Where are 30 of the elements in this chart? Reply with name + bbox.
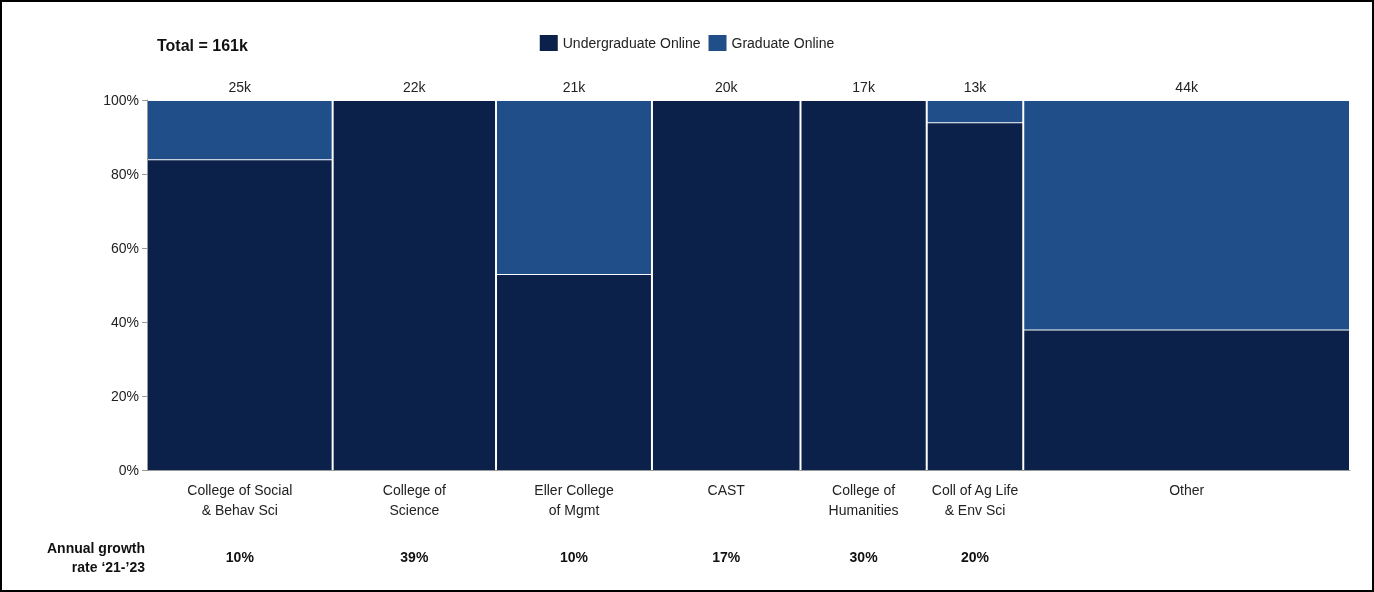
annotation: 17k [852, 79, 876, 95]
legend-label: Undergraduate Online [562, 35, 701, 51]
annotation: 44k [1175, 79, 1199, 95]
x-tick-label: Other [1169, 482, 1205, 498]
text: Annual growth rate ‘21-’23 [47, 539, 146, 575]
y-tick-label: 60% [110, 240, 139, 256]
text: 20% [960, 549, 990, 565]
y-tick-label: 0% [118, 462, 139, 478]
x-tick-label: Coll of Ag Life & Env Sci [931, 482, 1019, 518]
text: 10% [225, 549, 255, 565]
annotation: 25k [228, 79, 253, 95]
y-tick-label: 100% [103, 92, 139, 108]
text: 30% [849, 549, 879, 565]
x-tick-label: College of Social & Behav Sci [187, 482, 293, 518]
text: 17% [712, 549, 741, 565]
legend-label: Graduate Online [731, 35, 835, 51]
annotation: 13k [963, 79, 988, 95]
text: 10% [559, 549, 589, 565]
x-tick-label: College of Humanities [828, 482, 899, 518]
x-tick-label: Eller College of Mgmt [534, 482, 614, 518]
y-tick-label: 40% [110, 314, 139, 330]
text: 39% [400, 549, 429, 565]
annotation: 21k [562, 79, 587, 95]
y-tick-label: 20% [110, 388, 139, 404]
x-tick-label: CAST [707, 482, 746, 498]
annotation: 22k [403, 79, 427, 95]
annotation: 20k [714, 79, 739, 95]
y-tick-label: 80% [110, 166, 139, 182]
text: Total = 161k [157, 36, 248, 54]
x-tick-label: College of Science [382, 482, 446, 518]
